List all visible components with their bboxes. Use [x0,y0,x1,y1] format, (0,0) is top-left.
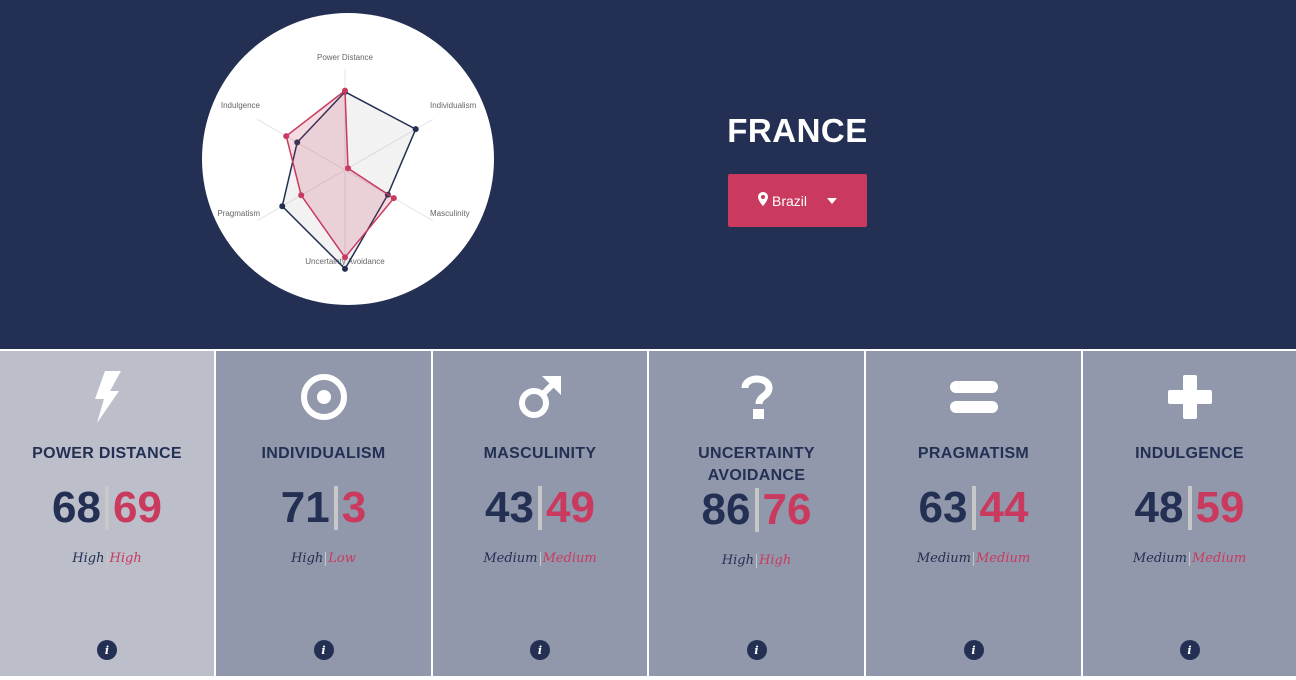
radar-point[interactable] [390,195,397,202]
compare-level: High [759,553,792,568]
level-divider [756,553,757,568]
compare-level: Medium [542,551,597,566]
radar-axis-label: Individualism [430,101,477,110]
primary-level: High [291,551,324,566]
dimension-cards: POWER DISTANCE 68 69 High High i INDIVIDUALISM… [0,349,1296,680]
info-icon[interactable]: i [530,640,550,660]
dimension-title: PRAGMATISM [917,445,1030,462]
radar-point[interactable] [279,203,286,210]
question-mark-icon [649,371,864,423]
radar-point[interactable] [342,265,348,272]
dimension-levels: Medium Medium [866,551,1081,566]
radar-point[interactable] [342,87,348,94]
chevron-down-icon [827,197,837,204]
dimension-scores: 48 59 [1083,483,1296,533]
radar-point[interactable] [283,133,290,140]
radar-point[interactable] [412,126,419,133]
compare-score: 3 [341,483,367,532]
compare-score: 44 [979,483,1029,532]
level-divider [539,551,541,566]
compare-level: Low [328,551,356,566]
primary-level: Medium [916,551,971,566]
dimension-title: UNCERTAINTY AVOIDANCE [698,445,815,484]
country-title: FRANCE [727,112,868,149]
compare-score: 69 [113,483,162,532]
score-divider [754,488,759,532]
radar-axis-label: Power Distance [317,53,374,62]
dimension-card[interactable]: INDIVIDUALISM 71 3 High Low i [216,351,431,676]
radar-axis-label: Uncertainty Avoidance [305,257,385,266]
score-divider [538,486,542,530]
dimension-scores: 63 44 [866,483,1081,533]
score-divider [105,486,109,530]
radar-point[interactable] [342,254,348,261]
level-divider [1189,551,1190,566]
dimension-scores: 86 76 [649,485,864,535]
radar-axis-line [257,118,346,171]
dimension-scores: 68 69 [0,483,214,533]
primary-score: 86 [701,485,751,534]
dimension-card[interactable]: MASCULINITY 43 49 Medium Medium i [433,351,647,676]
info-icon[interactable]: i [746,640,767,660]
primary-level: High [721,553,754,568]
level-divider [973,551,974,566]
compare-country-label: Brazil [771,192,807,209]
dimension-title: MASCULINITY [483,445,597,462]
radar-point[interactable] [294,139,301,146]
radar-axis-label: Pragmatism [217,209,260,218]
dimension-levels: Medium Medium [433,551,647,566]
map-pin-icon [757,192,768,209]
info-icon[interactable]: i [1179,640,1200,660]
radar-axis-label: Masculinity [430,209,470,218]
compare-score: 59 [1195,483,1245,532]
compare-level: High [109,551,142,566]
dimension-levels: Medium Medium [1083,551,1296,566]
score-divider [333,486,338,530]
dimension-scores: 71 3 [216,483,431,533]
dimension-title: INDIVIDUALISM [261,445,386,462]
dimension-scores: 43 49 [433,483,647,533]
info-icon[interactable]: i [963,640,984,660]
level-divider [106,551,108,566]
dimension-levels: High High [0,551,214,566]
compare-score: 76 [762,485,812,534]
radar-point[interactable] [298,192,305,199]
dimension-card[interactable]: PRAGMATISM 63 44 Medium Medium i [866,351,1081,676]
dimension-card[interactable]: UNCERTAINTY AVOIDANCE 86 76 High High i [649,351,864,676]
equals-icon [866,371,1081,423]
primary-score: 43 [485,483,534,532]
header: Power Distance Individualism Masculinity Un… [202,13,868,305]
primary-level: High [72,551,105,566]
dimension-title: INDULGENCE [1135,445,1244,462]
dimension-levels: High Low [216,551,431,566]
dimension-title: POWER DISTANCE [32,445,182,462]
info-icon[interactable]: i [97,640,117,660]
radar-chart: Power Distance Individualism Masculinity Un… [202,13,494,305]
primary-score: 63 [918,483,968,532]
radar-axis-label: Indulgence [221,101,261,110]
compare-score: 49 [546,483,595,532]
score-divider [1187,486,1192,530]
score-divider [971,486,976,530]
primary-score: 48 [1134,483,1184,532]
primary-level: Medium [1132,551,1187,566]
dimension-levels: High High [649,553,864,568]
primary-level: Medium [483,551,538,566]
dimension-card[interactable]: INDULGENCE 48 59 Medium Medium i [1083,351,1296,676]
radar-chart-svg: Power Distance Individualism Masculinity Un… [217,53,477,272]
plus-icon [1083,371,1296,423]
primary-score: 71 [280,483,330,532]
compare-level: Medium [1192,551,1247,566]
lightning-bolt-icon [0,371,214,423]
primary-score: 68 [52,483,101,532]
compare-level: Medium [976,551,1031,566]
compare-country-dropdown[interactable]: Brazil [728,174,867,227]
dimension-card[interactable]: POWER DISTANCE 68 69 High High i [0,351,214,676]
info-icon[interactable]: i [313,640,334,660]
level-divider [325,551,327,566]
radar-point[interactable] [344,165,351,172]
male-symbol-icon [433,371,647,423]
target-icon [216,371,431,423]
